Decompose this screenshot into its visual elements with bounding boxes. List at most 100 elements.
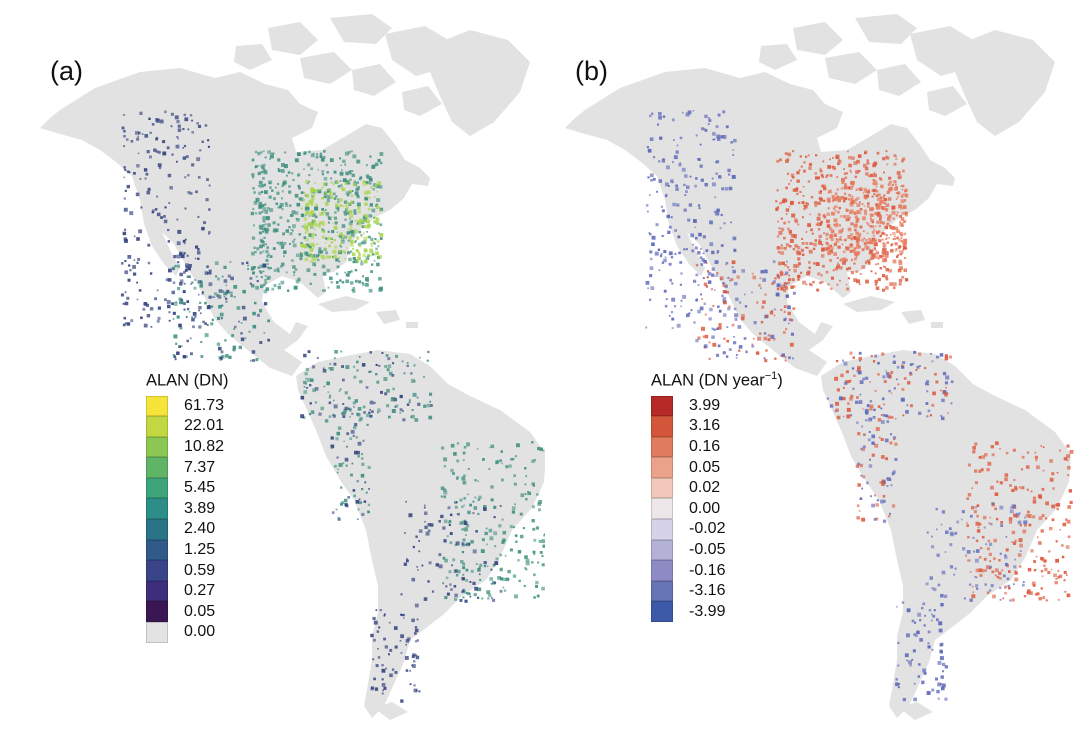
alan-pixel [882,232,886,236]
alan-pixel [321,235,325,239]
alan-pixel [369,400,374,405]
alan-pixel [413,688,418,693]
alan-pixel [896,211,899,214]
alan-pixel [901,388,905,391]
alan-pixel [381,683,386,687]
alan-pixel [675,187,679,191]
alan-pixel [885,277,889,281]
alan-pixel [477,596,480,599]
alan-pixel [976,529,981,533]
alan-pixel [300,191,304,194]
alan-pixel [129,269,132,272]
alan-pixel [863,242,867,245]
alan-pixel [333,362,337,366]
alan-pixel [325,163,328,167]
alan-pixel [808,249,813,254]
alan-pixel [123,197,126,200]
alan-pixel [972,446,976,450]
alan-pixel [994,568,999,572]
alan-pixel [149,155,152,159]
alan-pixel [937,682,942,687]
alan-pixel [975,539,979,543]
alan-pixel [807,154,810,157]
alan-pixel [862,475,866,479]
alan-pixel [712,138,715,141]
alan-pixel [874,225,877,228]
alan-pixel [438,553,442,557]
alan-pixel [310,242,315,247]
alan-pixel [741,314,745,318]
alan-pixel [734,313,739,318]
alan-pixel [784,356,787,359]
alan-pixel [322,367,325,370]
alan-pixel [218,305,222,309]
alan-pixel [332,249,337,254]
alan-pixel [895,157,898,160]
alan-pixel [855,238,859,241]
alan-pixel [712,305,715,307]
alan-pixel [178,297,182,301]
alan-pixel [462,459,465,462]
alan-pixel [778,261,782,266]
alan-pixel [660,253,663,256]
alan-pixel [1011,530,1016,535]
alan-pixel [885,286,889,290]
alan-pixel [208,184,211,187]
alan-pixel [204,124,208,127]
alan-pixel [335,508,338,511]
alan-pixel [469,595,472,598]
alan-pixel [177,229,182,234]
alan-pixel [124,270,129,275]
alan-pixel [249,277,253,280]
alan-pixel [216,342,221,346]
alan-pixel [645,280,650,285]
alan-pixel [330,177,332,180]
alan-pixel [1066,454,1070,459]
alan-pixel [172,281,176,284]
legend-value: 10.82 [184,437,225,455]
alan-pixel [888,176,892,180]
alan-pixel [875,194,879,198]
alan-pixel [541,555,544,558]
alan-pixel [502,586,505,589]
alan-pixel [373,220,376,222]
alan-pixel [888,390,891,393]
alan-pixel [968,583,972,586]
alan-pixel [822,214,826,218]
alan-pixel [258,270,262,273]
alan-pixel [845,247,847,250]
alan-pixel [262,263,267,268]
alan-pixel [258,201,263,206]
alan-pixel [693,279,697,283]
alan-pixel [320,157,325,162]
alan-pixel [817,272,821,276]
alan-pixel [536,493,539,496]
alan-pixel [1009,599,1012,602]
alan-pixel [891,243,894,246]
alan-pixel [225,289,230,293]
alan-pixel [780,354,783,358]
alan-pixel [260,284,264,288]
alan-pixel [228,355,232,359]
alan-pixel [378,232,380,235]
alan-pixel [890,249,894,253]
alan-pixel [314,215,318,219]
alan-pixel [380,390,383,394]
alan-pixel [914,621,917,624]
alan-pixel [356,223,359,225]
alan-pixel [135,131,139,135]
alan-pixel [785,243,790,247]
legend-value: 0.59 [184,561,216,579]
legend-value: 3.99 [689,396,721,414]
alan-pixel [836,210,840,214]
alan-pixel [176,218,179,221]
alan-pixel [1049,526,1053,531]
alan-pixel [692,243,695,246]
alan-pixel [944,392,948,397]
alan-pixel [469,581,472,583]
alan-pixel [695,134,698,137]
alan-pixel [700,263,703,266]
alan-pixel [900,250,904,254]
alan-pixel [866,159,869,162]
alan-pixel [871,453,875,457]
